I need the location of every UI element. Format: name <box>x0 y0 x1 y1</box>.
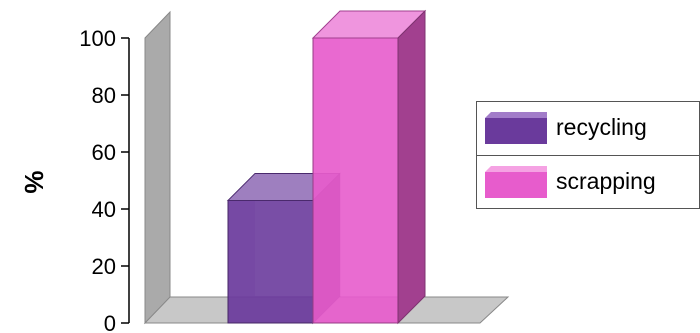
legend-label-scrapping: scrapping <box>556 168 656 194</box>
bar-side-scrapping <box>397 9 426 325</box>
bar-scrapping <box>311 9 427 325</box>
bar-inner-recycling <box>255 200 313 296</box>
y-tick-label: 60 <box>92 140 116 165</box>
legend-item-recycling: recycling <box>477 102 699 156</box>
y-tick-label: 20 <box>92 254 116 279</box>
y-axis-label: % <box>19 170 49 193</box>
chart-back-wall <box>144 10 171 325</box>
legend-item-scrapping: scrapping <box>477 156 699 210</box>
y-tick-label: 40 <box>92 197 116 222</box>
legend-label-recycling: recycling <box>556 114 647 140</box>
legend: recycling scrapping <box>476 101 700 209</box>
y-tick-label: 80 <box>92 83 116 108</box>
y-tick-label: 0 <box>104 311 116 333</box>
legend-swatch-recycling <box>485 112 547 144</box>
y-tick-label: 100 <box>79 26 116 51</box>
bar-inner-scrapping <box>340 38 398 296</box>
legend-swatch-scrapping <box>485 166 547 198</box>
